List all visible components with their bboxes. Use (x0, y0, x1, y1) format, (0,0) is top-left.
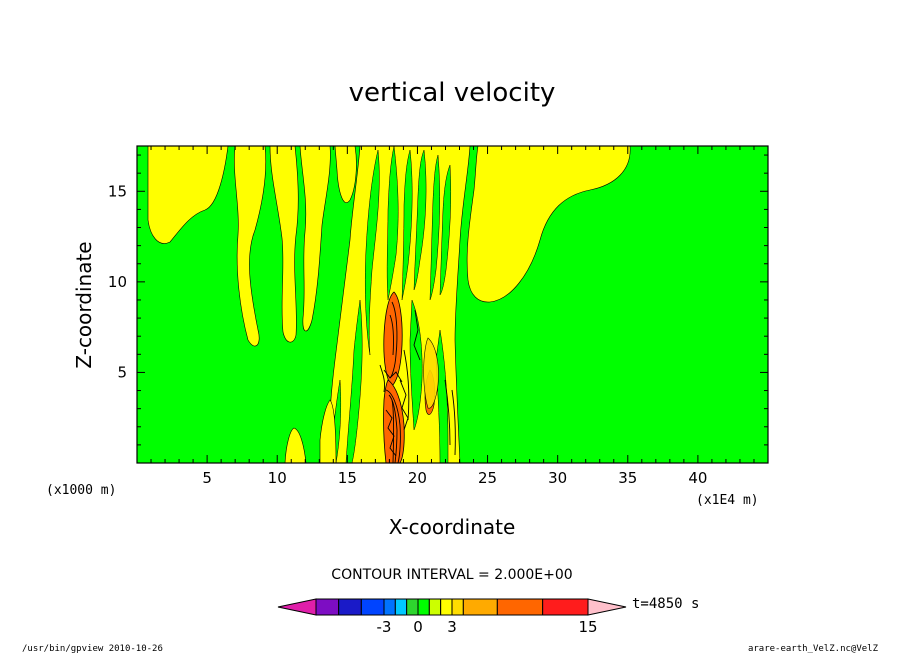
x-tick-label: 15 (338, 469, 357, 487)
x-tick-label: 10 (268, 469, 287, 487)
y-axis-label: Z-coordinate (72, 241, 96, 369)
axis-ticks (137, 146, 768, 463)
y-tick-label: 15 (108, 182, 127, 200)
axis-tick-labels: 5 10 15 20 25 30 35 40 5 10 15 (108, 182, 708, 487)
colorbar-segment (417, 598, 430, 616)
core-contour-lines (379, 301, 456, 463)
yellow-finger-2 (269, 146, 299, 343)
yellow-finger-1 (234, 146, 267, 347)
colorbar-arrow-high (587, 598, 627, 616)
yellow-finger-4 (334, 146, 357, 203)
colorbar-tick-label: 3 (447, 618, 457, 636)
colorbar-tick-label: -3 (377, 618, 392, 636)
chart-title: vertical velocity (348, 78, 556, 108)
time-label: t=4850 s (632, 596, 700, 612)
colorbar (277, 598, 627, 616)
x-axis-label: X-coordinate (388, 515, 516, 539)
footer-right: arare-earth_VelZ.nc@VelZ (747, 644, 878, 654)
colorbar-segment (394, 598, 408, 616)
y-tick-label: 10 (108, 273, 127, 291)
colorbar-segment (315, 598, 340, 616)
colorbar-segment (428, 598, 442, 616)
colorbar-arrow-low (277, 598, 317, 616)
yellow-finger-3 (299, 146, 331, 332)
y-tick-label: 5 (117, 363, 127, 381)
colorbar-segment (462, 598, 498, 616)
footer-left: /usr/bin/gpview 2010-10-26 (22, 644, 163, 654)
colorbar-segment (338, 598, 362, 616)
colorbar-segment (542, 598, 589, 616)
colorbar-segment (451, 598, 464, 616)
yellow-blob-bottom-left (284, 427, 307, 463)
colorbar-segment (383, 598, 396, 616)
yellow-blob-lower (319, 399, 337, 463)
x-unit-right: (x1E4 m) (696, 493, 759, 508)
colorbar-tick-labels: -3 0 3 15 (377, 618, 598, 636)
plot-frame (136, 145, 769, 464)
colorbar-segment (360, 598, 385, 616)
colorbar-tick-label: 0 (413, 618, 423, 636)
colorbar-segment (406, 598, 419, 616)
green-streaks (329, 146, 452, 463)
x-unit-left: (x1000 m) (46, 483, 117, 498)
colorbar-segment (440, 598, 453, 616)
yellow-right-plume (466, 146, 631, 303)
x-tick-label: 35 (618, 469, 637, 487)
yellow-lobe-upper-left (147, 146, 229, 244)
colorbar-tick-label: 15 (578, 618, 597, 636)
contour-field (137, 146, 768, 463)
contour-interval-label: CONTOUR INTERVAL = 2.000E+00 (331, 567, 573, 583)
x-tick-label: 40 (688, 469, 707, 487)
yellow-ring-right (423, 337, 439, 409)
colorbar-segment (496, 598, 544, 616)
x-tick-label: 5 (202, 469, 212, 487)
x-tick-label: 25 (478, 469, 497, 487)
x-tick-label: 30 (548, 469, 567, 487)
x-tick-label: 20 (408, 469, 427, 487)
